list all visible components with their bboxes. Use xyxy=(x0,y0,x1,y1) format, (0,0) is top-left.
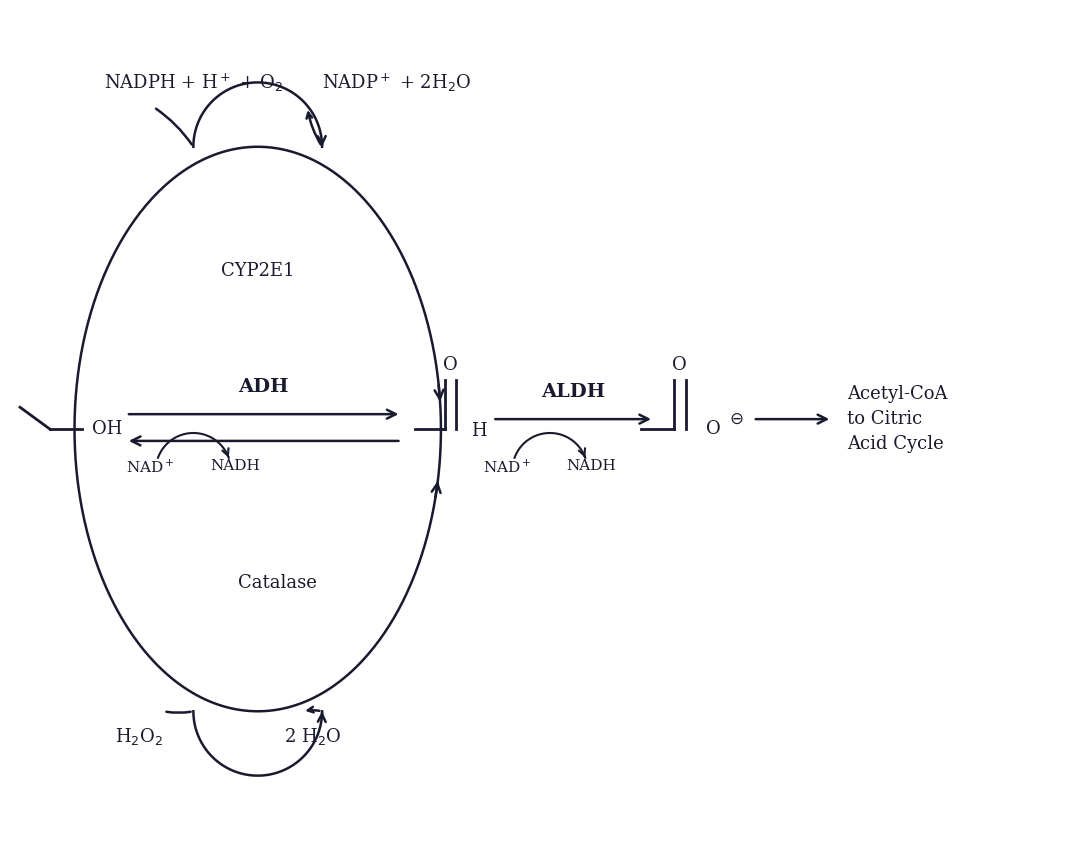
Text: O: O xyxy=(672,356,686,373)
Text: NADP$^+$ + 2H$_2$O: NADP$^+$ + 2H$_2$O xyxy=(322,71,471,93)
Text: O: O xyxy=(443,356,457,373)
Text: ADH: ADH xyxy=(239,378,289,397)
Text: NADPH + H$^+$ + O$_2$: NADPH + H$^+$ + O$_2$ xyxy=(104,71,284,93)
Text: NAD$^+$: NAD$^+$ xyxy=(127,459,175,476)
Text: ALDH: ALDH xyxy=(541,384,605,401)
Text: H: H xyxy=(470,422,486,440)
Text: OH: OH xyxy=(93,420,123,438)
Text: $\ominus$: $\ominus$ xyxy=(728,410,744,429)
Text: CYP2E1: CYP2E1 xyxy=(221,262,295,280)
Text: Acetyl-CoA
to Citric
Acid Cycle: Acetyl-CoA to Citric Acid Cycle xyxy=(847,385,948,453)
Text: NADH: NADH xyxy=(210,459,259,473)
Text: Catalase: Catalase xyxy=(238,574,317,592)
Text: H$_2$O$_2$: H$_2$O$_2$ xyxy=(115,726,162,746)
Text: NADH: NADH xyxy=(567,459,617,473)
Text: 2 H$_2$O: 2 H$_2$O xyxy=(284,726,341,746)
Text: O: O xyxy=(706,420,721,438)
Text: NAD$^+$: NAD$^+$ xyxy=(483,459,532,476)
